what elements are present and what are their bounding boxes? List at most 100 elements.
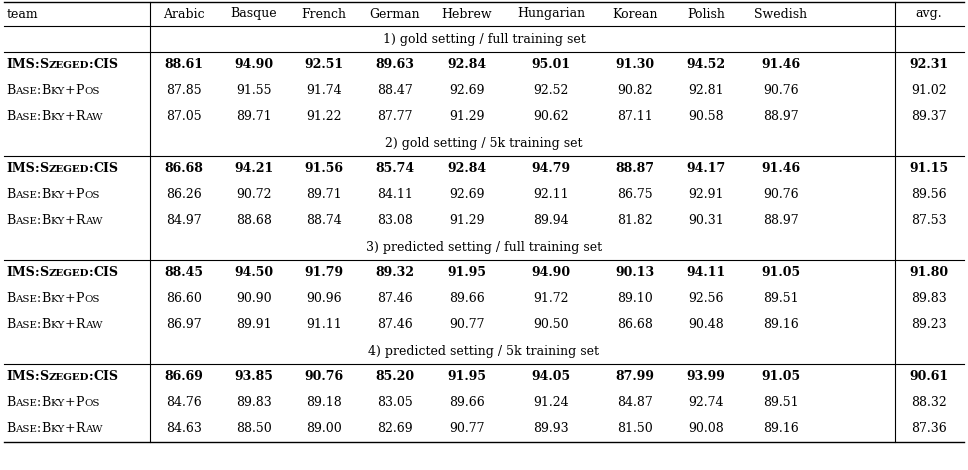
Text: 90.72: 90.72 — [236, 188, 272, 202]
Text: R: R — [76, 110, 85, 124]
Text: KY: KY — [50, 321, 65, 329]
Text: 89.66: 89.66 — [449, 292, 485, 306]
Text: 87.05: 87.05 — [166, 110, 201, 124]
Text: 90.96: 90.96 — [306, 292, 342, 306]
Text: 91.95: 91.95 — [447, 370, 487, 384]
Text: 81.50: 81.50 — [618, 423, 652, 436]
Text: KY: KY — [50, 190, 65, 199]
Text: Hebrew: Hebrew — [441, 8, 493, 21]
Text: 94.50: 94.50 — [234, 266, 274, 280]
Text: 89.94: 89.94 — [533, 214, 569, 227]
Text: 89.51: 89.51 — [763, 292, 799, 306]
Text: 89.51: 89.51 — [763, 397, 799, 409]
Text: B: B — [6, 292, 15, 306]
Text: 81.82: 81.82 — [618, 214, 652, 227]
Text: +: + — [65, 319, 76, 331]
Text: IMS: IMS — [6, 266, 35, 280]
Text: ASE: ASE — [15, 295, 37, 304]
Text: KY: KY — [50, 295, 65, 304]
Text: 89.71: 89.71 — [306, 188, 342, 202]
Text: AW: AW — [85, 112, 103, 122]
Text: 94.21: 94.21 — [234, 163, 274, 175]
Text: R: R — [76, 214, 85, 227]
Text: S: S — [40, 163, 48, 175]
Text: +: + — [65, 214, 76, 227]
Text: B: B — [6, 85, 15, 97]
Text: B: B — [42, 85, 50, 97]
Text: 91.46: 91.46 — [762, 58, 801, 71]
Text: French: French — [301, 8, 347, 21]
Text: 88.74: 88.74 — [306, 214, 342, 227]
Text: ASE: ASE — [15, 112, 37, 122]
Text: 92.51: 92.51 — [305, 58, 344, 71]
Text: +: + — [65, 85, 76, 97]
Text: 92.31: 92.31 — [910, 58, 949, 71]
Text: 89.10: 89.10 — [618, 292, 652, 306]
Text: Arabic: Arabic — [164, 8, 205, 21]
Text: :: : — [37, 188, 42, 202]
Text: B: B — [42, 319, 50, 331]
Text: 84.97: 84.97 — [166, 214, 201, 227]
Text: 91.05: 91.05 — [762, 266, 801, 280]
Text: +: + — [65, 397, 76, 409]
Text: team: team — [7, 8, 39, 21]
Text: Basque: Basque — [230, 8, 277, 21]
Text: B: B — [42, 292, 50, 306]
Text: 89.63: 89.63 — [376, 58, 414, 71]
Text: B: B — [42, 397, 50, 409]
Text: 91.29: 91.29 — [449, 214, 485, 227]
Text: 91.24: 91.24 — [533, 397, 569, 409]
Text: 86.75: 86.75 — [618, 188, 652, 202]
Text: 92.91: 92.91 — [688, 188, 724, 202]
Text: 92.52: 92.52 — [533, 85, 568, 97]
Text: 92.84: 92.84 — [447, 163, 487, 175]
Text: +: + — [65, 110, 76, 124]
Text: 90.77: 90.77 — [449, 319, 485, 331]
Text: 91.22: 91.22 — [306, 110, 342, 124]
Text: Polish: Polish — [687, 8, 725, 21]
Text: P: P — [76, 397, 84, 409]
Text: 90.90: 90.90 — [236, 292, 272, 306]
Text: 94.11: 94.11 — [686, 266, 726, 280]
Text: 84.63: 84.63 — [166, 423, 202, 436]
Text: 92.69: 92.69 — [449, 188, 485, 202]
Text: Hungarian: Hungarian — [517, 8, 585, 21]
Text: :: : — [37, 423, 42, 436]
Text: 90.62: 90.62 — [533, 110, 569, 124]
Text: 90.08: 90.08 — [688, 423, 724, 436]
Text: AW: AW — [85, 424, 103, 433]
Text: 84.76: 84.76 — [166, 397, 202, 409]
Text: 86.26: 86.26 — [166, 188, 202, 202]
Text: 89.83: 89.83 — [911, 292, 947, 306]
Text: 92.74: 92.74 — [688, 397, 724, 409]
Text: 94.90: 94.90 — [531, 266, 570, 280]
Text: 87.53: 87.53 — [911, 214, 947, 227]
Text: 83.08: 83.08 — [378, 214, 413, 227]
Text: 88.87: 88.87 — [616, 163, 654, 175]
Text: B: B — [42, 110, 50, 124]
Text: 90.31: 90.31 — [688, 214, 724, 227]
Text: B: B — [42, 423, 50, 436]
Text: :: : — [35, 266, 40, 280]
Text: P: P — [76, 292, 84, 306]
Text: Korean: Korean — [612, 8, 657, 21]
Text: 90.13: 90.13 — [616, 266, 654, 280]
Text: ASE: ASE — [15, 217, 37, 226]
Text: :: : — [89, 266, 94, 280]
Text: 89.83: 89.83 — [236, 397, 272, 409]
Text: 4) predicted setting / 5k training set: 4) predicted setting / 5k training set — [369, 345, 599, 358]
Text: 88.97: 88.97 — [763, 214, 799, 227]
Text: 87.46: 87.46 — [378, 292, 413, 306]
Text: 90.61: 90.61 — [910, 370, 949, 384]
Text: :: : — [35, 163, 40, 175]
Text: 90.48: 90.48 — [688, 319, 724, 331]
Text: 92.11: 92.11 — [533, 188, 569, 202]
Text: 91.95: 91.95 — [447, 266, 487, 280]
Text: 91.55: 91.55 — [236, 85, 272, 97]
Text: AW: AW — [85, 217, 103, 226]
Text: 92.81: 92.81 — [688, 85, 724, 97]
Text: 91.15: 91.15 — [910, 163, 949, 175]
Text: 85.20: 85.20 — [376, 370, 414, 384]
Text: 89.16: 89.16 — [763, 423, 799, 436]
Text: R: R — [76, 319, 85, 331]
